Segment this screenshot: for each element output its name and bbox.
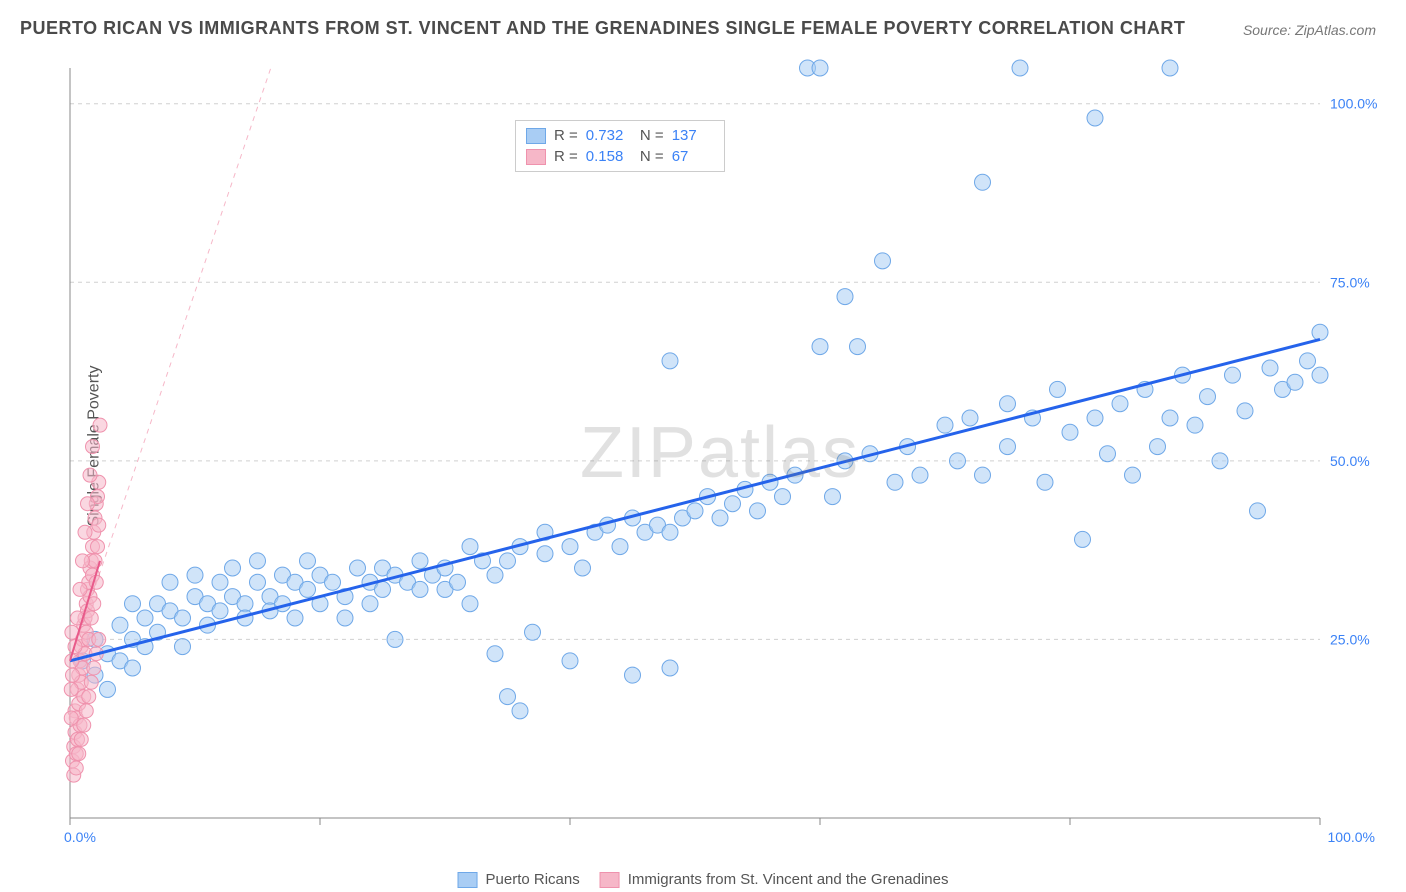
plot-area: 25.0%50.0%75.0%100.0%0.0%100.0% ZIPatlas… xyxy=(60,58,1380,848)
n-value: 137 xyxy=(672,127,714,144)
correlation-legend: R = 0.732 N = 137 R = 0.158 N = 67 xyxy=(515,120,725,172)
r-value: 0.158 xyxy=(586,148,628,165)
r-label: R = xyxy=(554,148,578,165)
svg-text:100.0%: 100.0% xyxy=(1330,96,1377,112)
legend-row: R = 0.158 N = 67 xyxy=(526,146,714,167)
legend-swatch xyxy=(526,149,546,165)
legend-swatch xyxy=(600,872,620,888)
series-legend: Puerto Ricans Immigrants from St. Vincen… xyxy=(458,871,949,888)
legend-label: Immigrants from St. Vincent and the Gren… xyxy=(628,871,949,888)
n-label: N = xyxy=(636,148,664,165)
legend-item: Puerto Ricans xyxy=(458,871,580,888)
svg-text:100.0%: 100.0% xyxy=(1328,829,1375,845)
source-label: Source: ZipAtlas.com xyxy=(1243,22,1376,38)
legend-swatch xyxy=(526,128,546,144)
n-value: 67 xyxy=(672,148,714,165)
scatter-svg: 25.0% 50.0% 75.0% 100.0% 0.0% 100.0% xyxy=(60,58,1380,848)
r-value: 0.732 xyxy=(586,127,628,144)
legend-item: Immigrants from St. Vincent and the Gren… xyxy=(600,871,949,888)
svg-text:50.0%: 50.0% xyxy=(1330,453,1370,469)
legend-label: Puerto Ricans xyxy=(486,871,580,888)
legend-row: R = 0.732 N = 137 xyxy=(526,125,714,146)
svg-text:75.0%: 75.0% xyxy=(1330,274,1370,290)
svg-text:25.0%: 25.0% xyxy=(1330,631,1370,647)
chart-title: PUERTO RICAN VS IMMIGRANTS FROM ST. VINC… xyxy=(20,18,1185,39)
legend-swatch xyxy=(458,872,478,888)
n-label: N = xyxy=(636,127,664,144)
svg-text:0.0%: 0.0% xyxy=(64,829,96,845)
r-label: R = xyxy=(554,127,578,144)
